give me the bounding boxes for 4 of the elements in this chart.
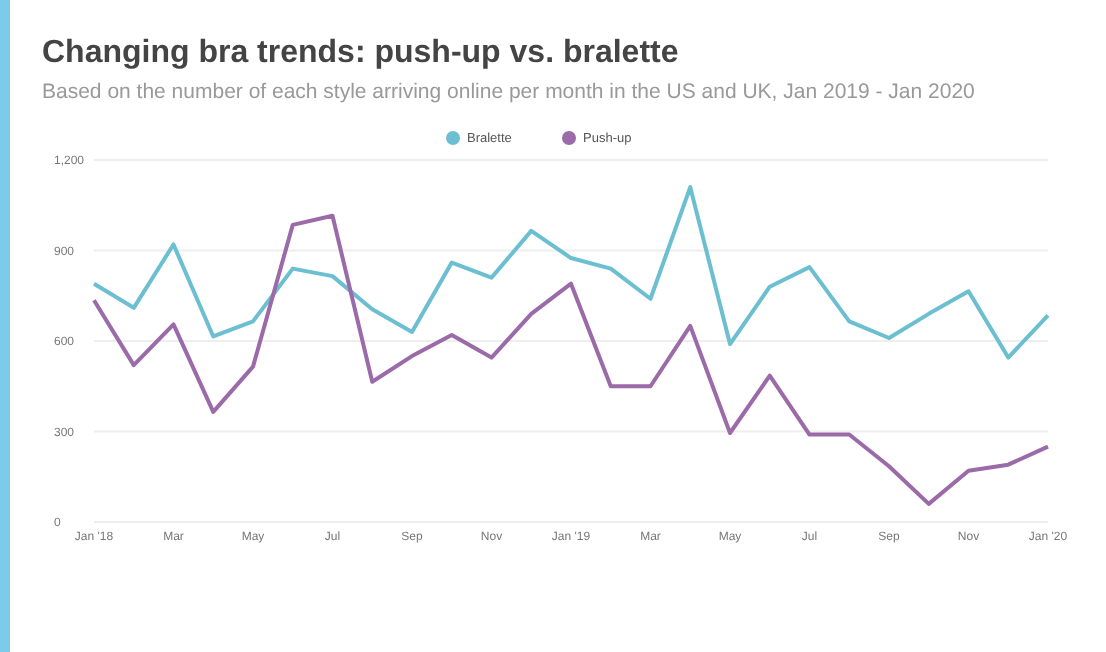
line-series — [92, 213, 1050, 506]
chart-subtitle: Based on the number of each style arriving online per month in the US and UK, Jan 2019 - Jan 2020 — [42, 80, 976, 104]
chart-title: Changing bra trends: push-up vs. bralette — [42, 36, 679, 70]
line-series — [92, 185, 1050, 360]
